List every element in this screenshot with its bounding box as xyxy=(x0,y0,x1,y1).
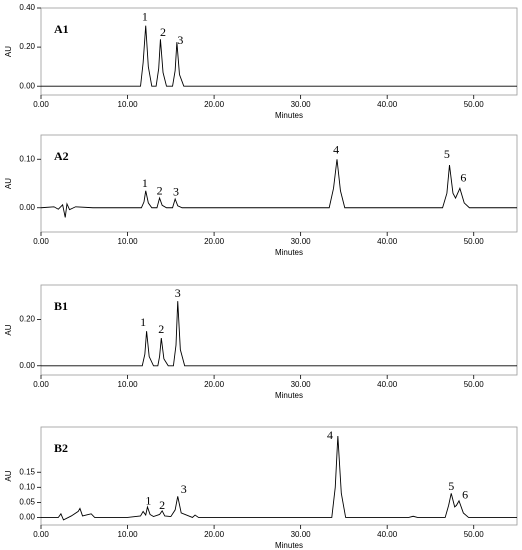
plot-frame xyxy=(40,134,518,233)
y-tick-label: 0.00 xyxy=(19,81,35,90)
plot-frame xyxy=(40,426,518,526)
x-tick-label: 10.00 xyxy=(118,530,139,539)
x-tick-label: 20.00 xyxy=(204,530,225,539)
peak-label: 2 xyxy=(159,498,165,512)
x-tick-label: 50.00 xyxy=(464,237,485,246)
peak-label: 5 xyxy=(444,147,450,161)
x-axis-title: Minutes xyxy=(275,111,303,120)
peak-label: 4 xyxy=(327,428,333,442)
plot-frame xyxy=(40,7,518,96)
peak-label: 2 xyxy=(160,25,166,39)
peak-label: 3 xyxy=(175,286,181,300)
x-tick-label: 40.00 xyxy=(377,100,398,109)
panel-label: A2 xyxy=(54,149,69,163)
panel-label: B2 xyxy=(54,441,68,455)
peak-label: 6 xyxy=(460,170,466,184)
x-tick-label: 20.00 xyxy=(204,100,225,109)
x-tick-label: 50.00 xyxy=(464,100,485,109)
chromatogram-trace xyxy=(41,301,517,367)
y-tick-label: 0.20 xyxy=(19,315,35,324)
peak-label: 6 xyxy=(462,488,468,502)
peak-label: 3 xyxy=(177,33,183,47)
x-tick-label: 10.00 xyxy=(118,380,139,389)
y-tick-label: 0.20 xyxy=(19,42,35,51)
panel-label: A1 xyxy=(54,22,69,36)
x-tick-label: 10.00 xyxy=(118,100,139,109)
y-axis-title: AU xyxy=(4,470,13,481)
x-tick-label: 40.00 xyxy=(377,380,398,389)
y-tick-label: 0.00 xyxy=(19,361,35,370)
x-tick-label: 50.00 xyxy=(464,530,485,539)
chromatogram-trace xyxy=(41,436,517,521)
y-tick-label: 0.10 xyxy=(19,482,35,491)
peak-label: 1 xyxy=(140,315,146,329)
x-tick-label: 20.00 xyxy=(204,380,225,389)
x-tick-label: 40.00 xyxy=(377,530,398,539)
y-axis-title: AU xyxy=(4,324,13,335)
chromatogram-trace xyxy=(41,25,517,87)
peak-label: 2 xyxy=(158,322,164,336)
y-tick-label: 0.10 xyxy=(19,154,35,163)
peak-label: 1 xyxy=(145,494,151,508)
plot-frame xyxy=(40,284,518,376)
y-axis-title: AU xyxy=(4,46,13,57)
x-axis-title: Minutes xyxy=(275,248,303,257)
peak-label: 1 xyxy=(142,176,148,190)
x-tick-label: 0.00 xyxy=(33,530,49,539)
x-tick-label: 40.00 xyxy=(377,237,398,246)
x-tick-label: 20.00 xyxy=(204,237,225,246)
x-axis-title: Minutes xyxy=(275,541,303,550)
x-tick-label: 50.00 xyxy=(464,380,485,389)
peak-label: 3 xyxy=(173,184,179,198)
y-tick-label: 0.00 xyxy=(19,203,35,212)
peak-label: 2 xyxy=(157,183,163,197)
x-tick-label: 30.00 xyxy=(291,100,312,109)
x-tick-label: 0.00 xyxy=(33,100,49,109)
y-axis-title: AU xyxy=(4,178,13,189)
y-tick-label: 0.05 xyxy=(19,497,35,506)
x-tick-label: 30.00 xyxy=(291,380,312,389)
y-tick-label: 0.15 xyxy=(19,467,35,476)
peak-label: 1 xyxy=(142,10,148,24)
x-axis-title: Minutes xyxy=(275,391,303,400)
x-tick-label: 0.00 xyxy=(33,237,49,246)
chromatogram-trace xyxy=(40,159,517,218)
x-tick-label: 0.00 xyxy=(33,380,49,389)
y-tick-label: 0.40 xyxy=(19,3,35,12)
x-tick-label: 10.00 xyxy=(118,237,139,246)
y-tick-label: 0.00 xyxy=(19,513,35,522)
x-tick-label: 30.00 xyxy=(291,530,312,539)
peak-label: 4 xyxy=(333,142,339,156)
panel-label: B1 xyxy=(54,299,68,313)
peak-label: 3 xyxy=(181,482,187,496)
peak-label: 5 xyxy=(448,479,454,493)
x-tick-label: 30.00 xyxy=(291,237,312,246)
